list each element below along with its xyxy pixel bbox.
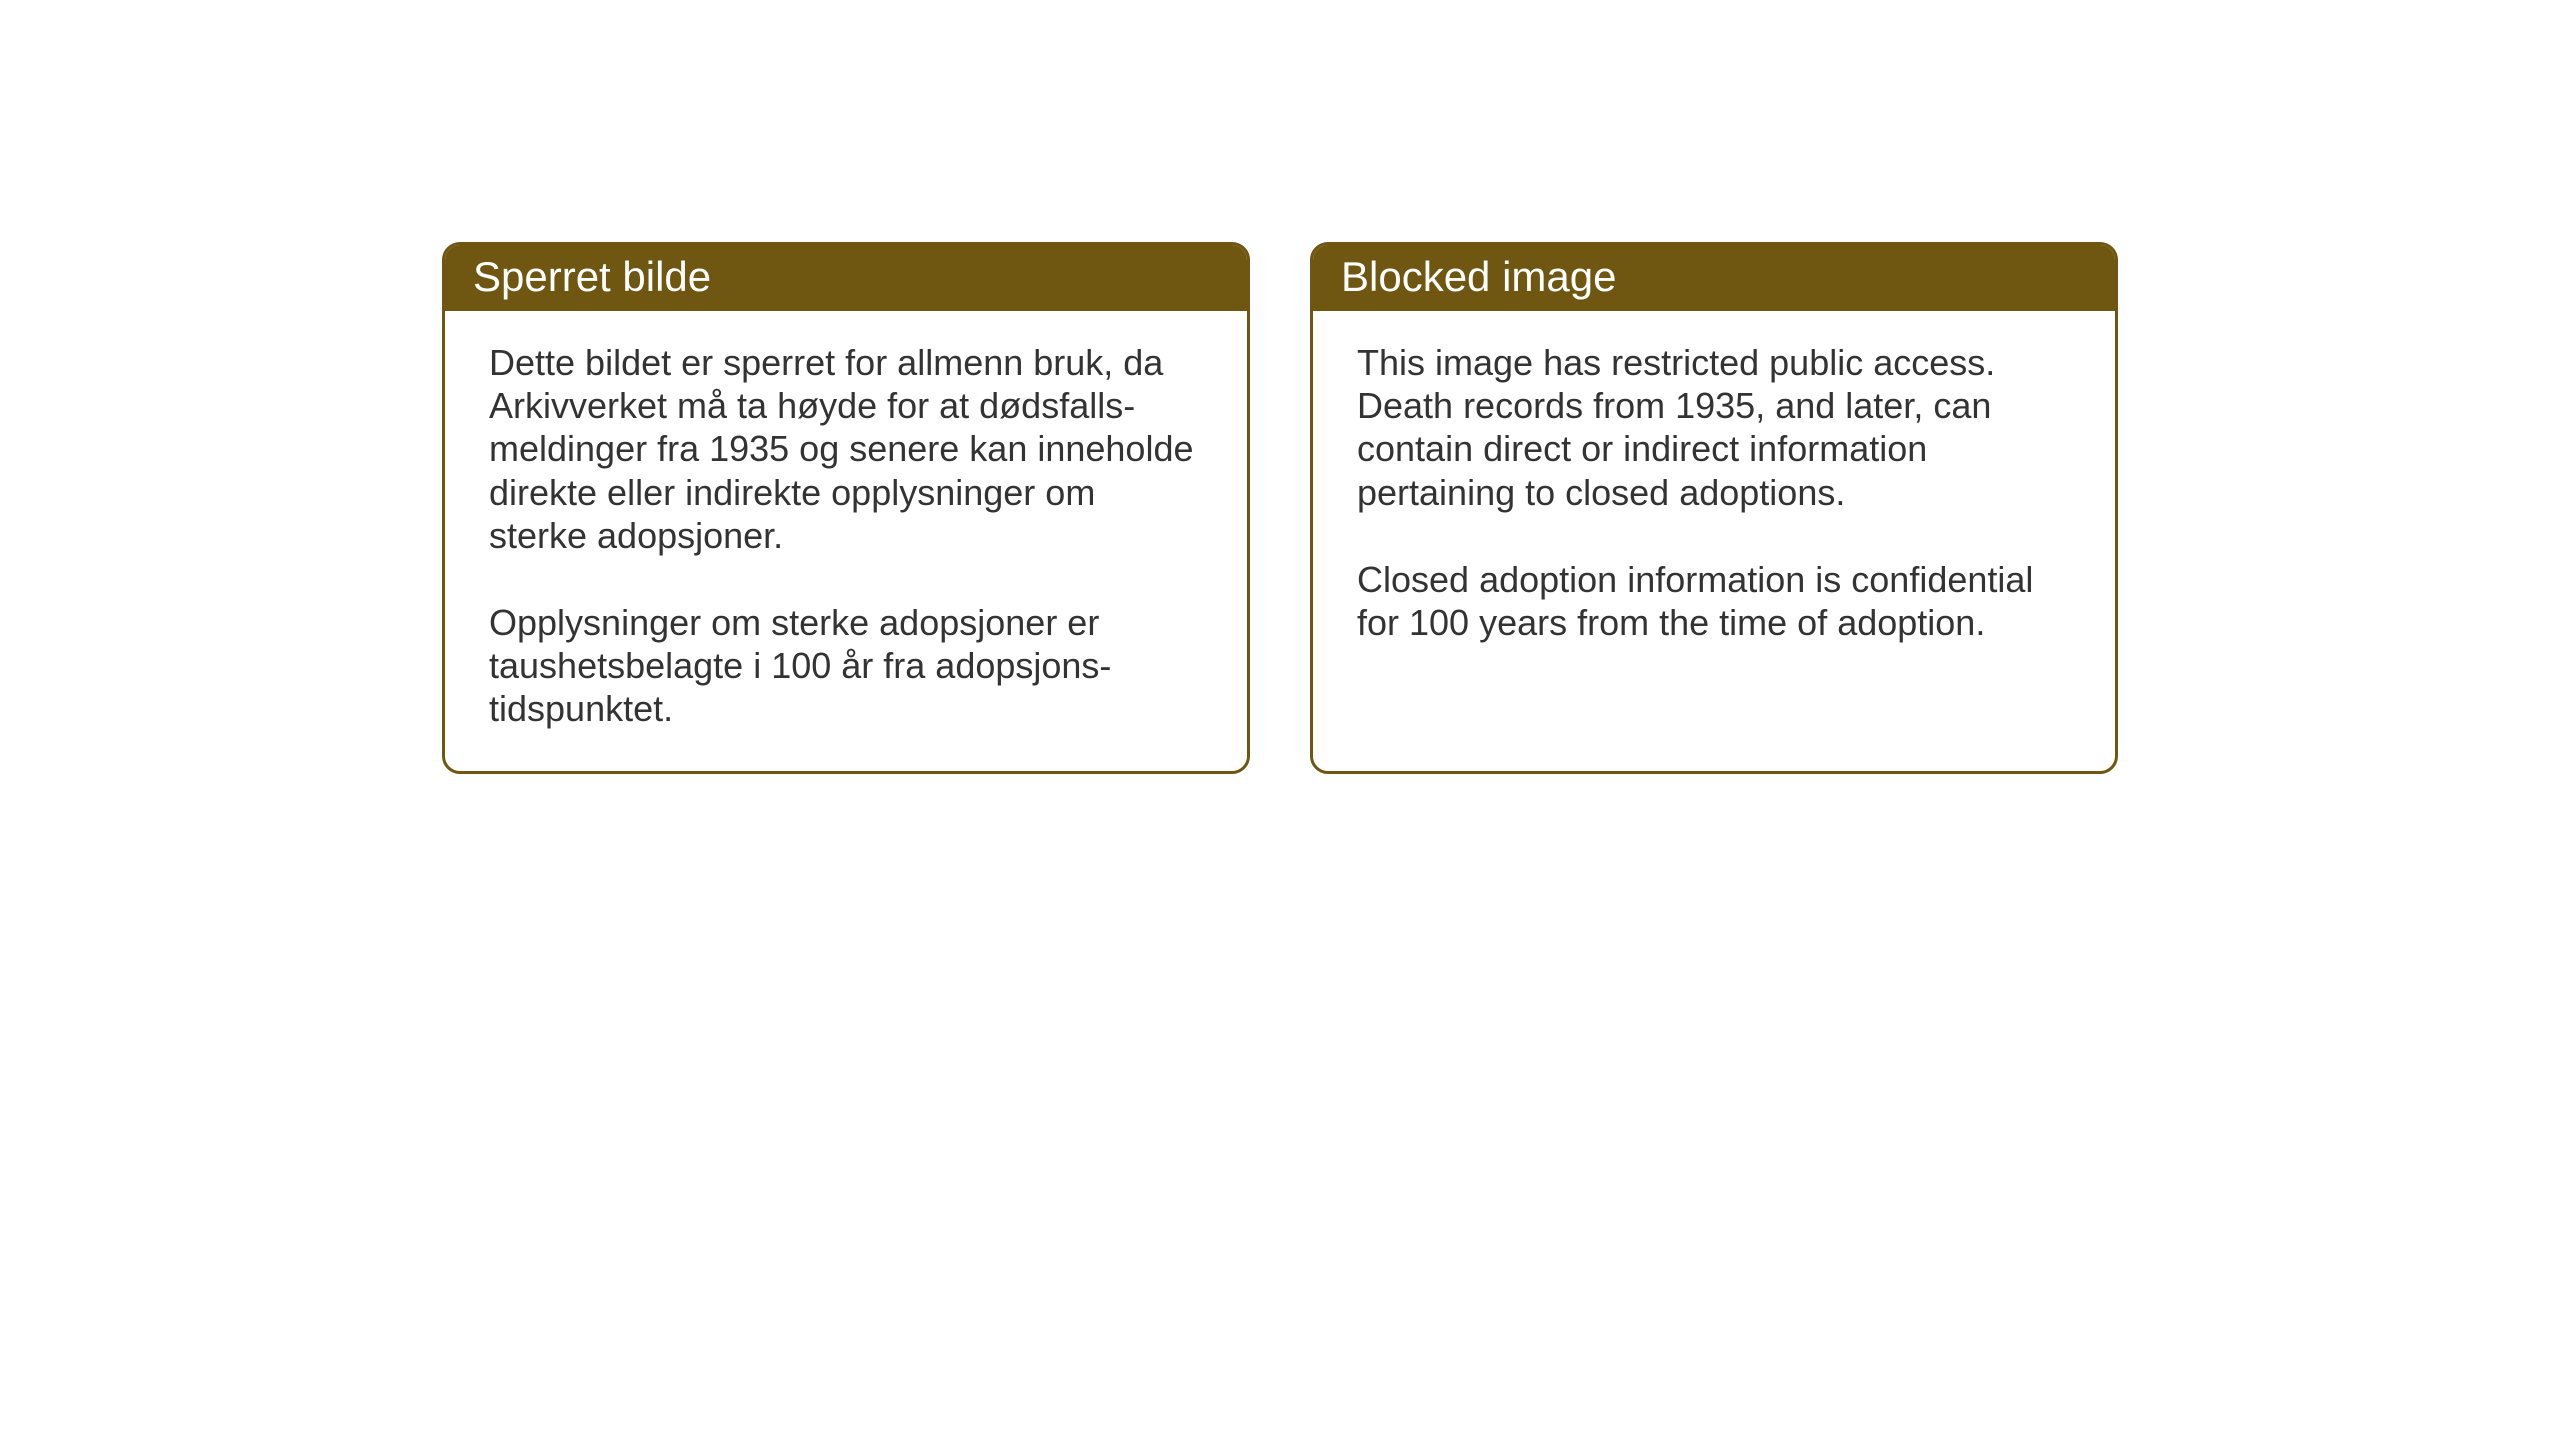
card-paragraph1-norwegian: Dette bildet er sperret for allmenn bruk… xyxy=(489,341,1203,557)
card-header-norwegian: Sperret bilde xyxy=(445,245,1247,311)
notice-card-norwegian: Sperret bilde Dette bildet er sperret fo… xyxy=(442,242,1250,774)
card-paragraph1-english: This image has restricted public access.… xyxy=(1357,341,2071,514)
card-title-norwegian: Sperret bilde xyxy=(473,253,711,300)
card-header-english: Blocked image xyxy=(1313,245,2115,311)
notice-container: Sperret bilde Dette bildet er sperret fo… xyxy=(442,242,2118,774)
card-paragraph2-norwegian: Opplysninger om sterke adopsjoner er tau… xyxy=(489,601,1203,731)
card-body-english: This image has restricted public access.… xyxy=(1313,311,2115,684)
card-title-english: Blocked image xyxy=(1341,253,1616,300)
card-body-norwegian: Dette bildet er sperret for allmenn bruk… xyxy=(445,311,1247,771)
notice-card-english: Blocked image This image has restricted … xyxy=(1310,242,2118,774)
card-paragraph2-english: Closed adoption information is confident… xyxy=(1357,558,2071,644)
